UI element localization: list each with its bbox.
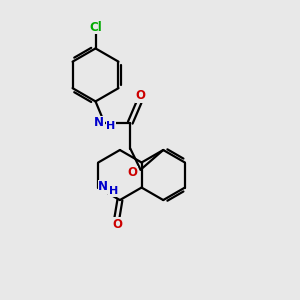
- Text: O: O: [136, 89, 146, 102]
- Text: Cl: Cl: [89, 21, 102, 34]
- Text: H: H: [109, 186, 118, 196]
- Text: N: N: [94, 116, 104, 129]
- Text: O: O: [127, 166, 137, 179]
- Text: O: O: [112, 218, 122, 231]
- Text: H: H: [106, 121, 116, 131]
- Text: N: N: [98, 180, 108, 193]
